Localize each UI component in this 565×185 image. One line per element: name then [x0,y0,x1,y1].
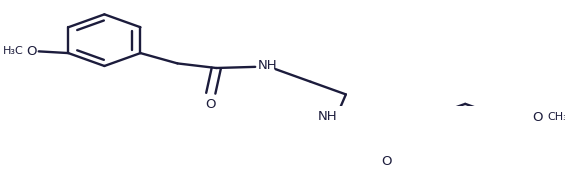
Text: O: O [27,45,37,58]
Text: NH: NH [318,110,338,123]
Text: O: O [533,111,543,125]
Text: CH₃: CH₃ [547,112,565,122]
Text: O: O [381,155,392,168]
Text: O: O [206,98,216,111]
Text: NH: NH [258,59,277,72]
Text: H₃C: H₃C [3,46,24,56]
